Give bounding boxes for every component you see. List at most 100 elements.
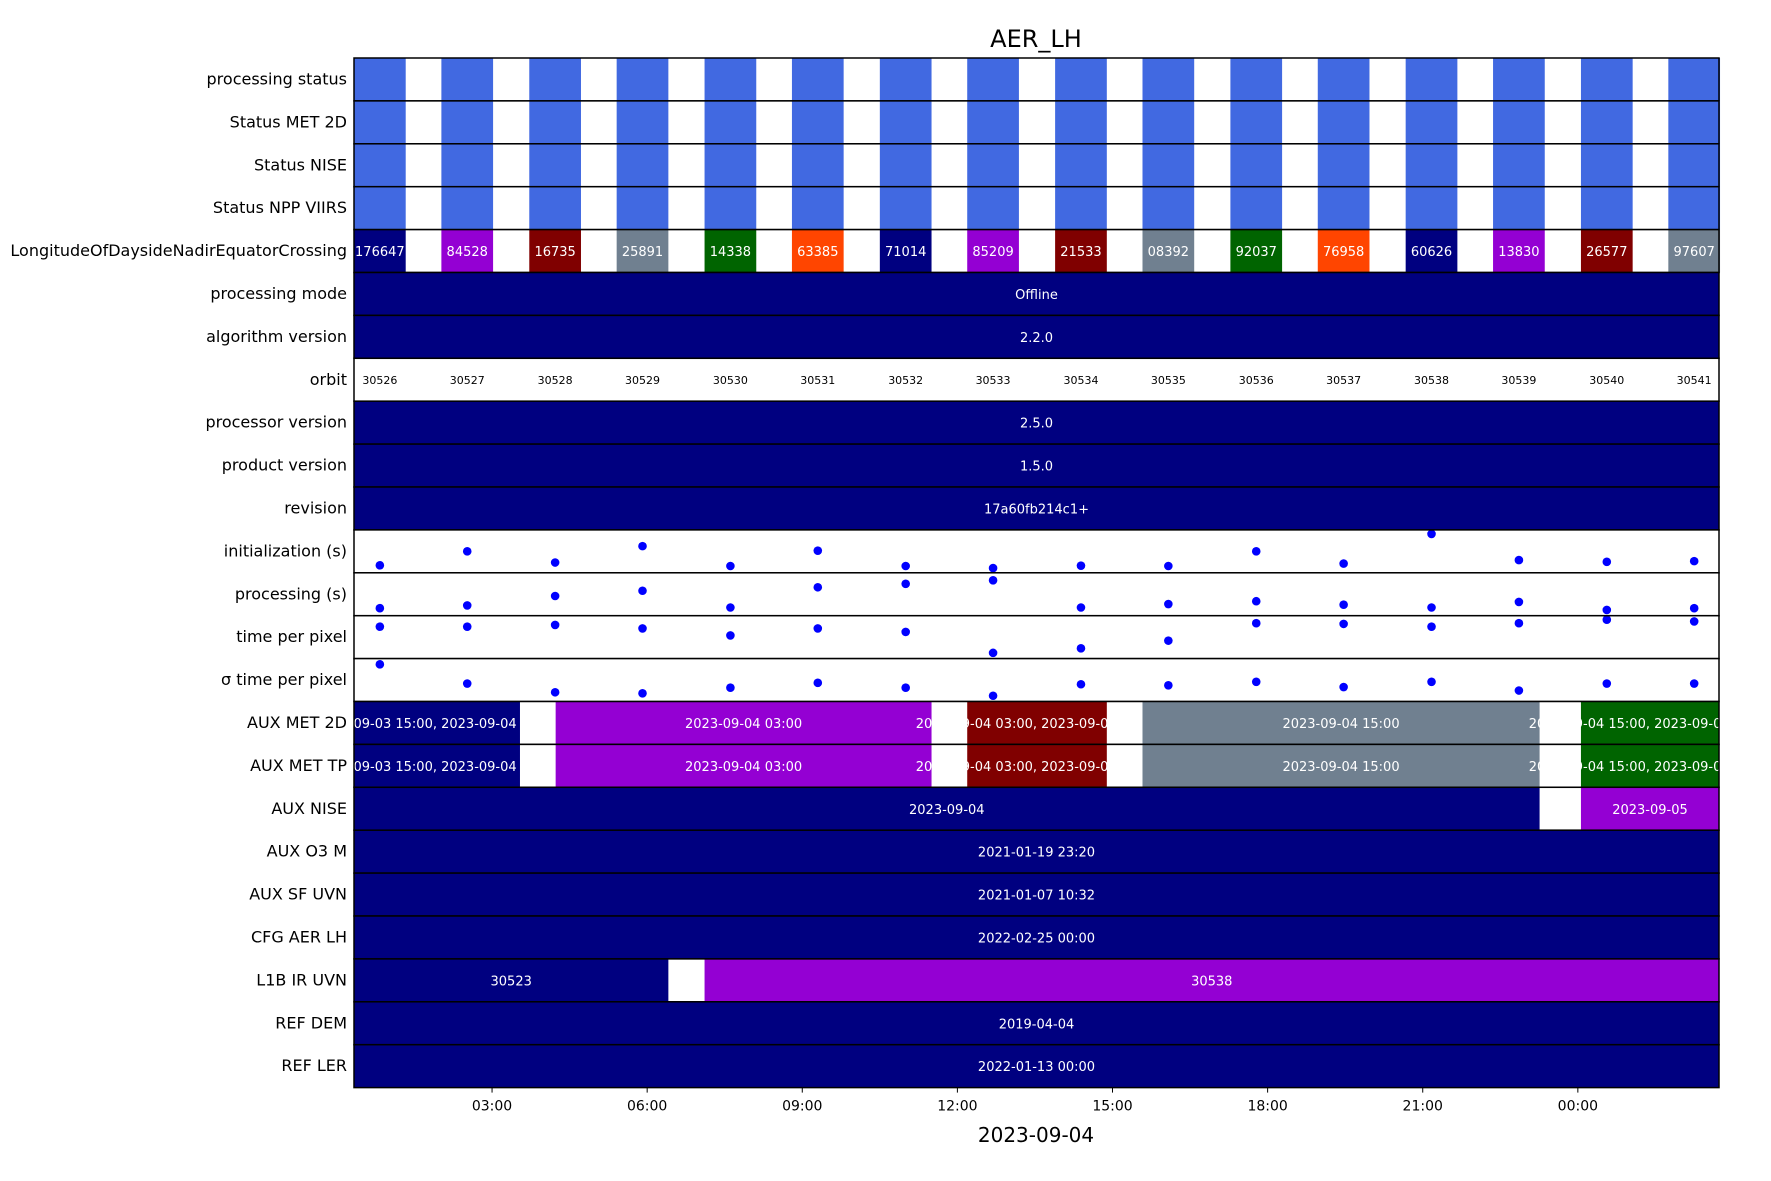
- longitude-bar: [1405, 229, 1458, 273]
- data-point: [462, 601, 472, 610]
- segment-label: 2023-09-04 15:00: [1282, 760, 1399, 775]
- row-background: [354, 186, 1719, 230]
- data-point: [813, 546, 823, 555]
- data-point: [375, 660, 385, 669]
- x-tick-label: 12:00: [937, 1099, 977, 1115]
- row-6: algorithm version 2.2.0: [206, 314, 1720, 360]
- status-bar: [1230, 186, 1283, 230]
- row-label: σ time per pixel: [221, 670, 347, 689]
- data-point: [1164, 636, 1173, 645]
- data-point: [1164, 561, 1173, 571]
- data-point: [1339, 559, 1348, 568]
- longitude-label: 13830: [1498, 245, 1539, 260]
- data-point: [1251, 596, 1261, 606]
- x-tick-label: 18:00: [1247, 1099, 1287, 1115]
- row-label: processing mode: [210, 284, 347, 303]
- segment-bar: [354, 315, 1719, 359]
- data-point: [1427, 529, 1436, 539]
- data-point: [1514, 597, 1524, 607]
- row-background: [354, 658, 1719, 702]
- segment-bar: [354, 1044, 1719, 1088]
- x-tick-label: 15:00: [1092, 1099, 1132, 1115]
- status-bar: [1230, 58, 1283, 101]
- row-label: orbit: [310, 370, 347, 389]
- longitude-bar: [441, 229, 494, 273]
- segment-label: 2.2.0: [1020, 331, 1053, 346]
- segment-label: 17a60fb214c1+: [984, 502, 1089, 517]
- status-bar: [1055, 100, 1107, 144]
- status-bar: [1668, 58, 1721, 101]
- row-label: product version: [222, 456, 347, 475]
- status-bar: [1055, 186, 1107, 230]
- longitude-bar: [1668, 229, 1721, 273]
- orbit-label: 30532: [888, 374, 923, 387]
- status-bar: [704, 143, 757, 187]
- status-bar: [1580, 186, 1633, 230]
- row-label: L1B IR UVN: [256, 970, 347, 989]
- status-bar: [967, 100, 1019, 144]
- longitude-bar: [1580, 229, 1633, 273]
- orbit-label: 30539: [1501, 374, 1536, 387]
- status-bar: [791, 58, 844, 101]
- row-21: L1B IR UVN 30523 30538: [256, 958, 1720, 1003]
- row-background: [354, 143, 1719, 187]
- status-bar: [1317, 58, 1370, 101]
- orbit-label: 30526: [362, 374, 397, 387]
- segment-label: 2021-01-07 10:32: [978, 889, 1095, 904]
- status-bar: [879, 186, 932, 230]
- row-12: processing (s): [235, 572, 1720, 617]
- row-13: time per pixel: [236, 614, 1720, 660]
- orbit-label: 30528: [538, 374, 573, 387]
- status-bar: [879, 100, 932, 144]
- row-label: revision: [284, 498, 347, 517]
- data-point: [1076, 561, 1086, 570]
- row-label: AUX O3 M: [267, 842, 347, 861]
- status-bar: [1668, 143, 1721, 187]
- row-label: CFG AER LH: [251, 927, 347, 946]
- row-label: AUX MET 2D: [247, 713, 347, 732]
- data-point: [726, 631, 735, 640]
- data-point: [462, 679, 472, 688]
- segment-bar: [555, 701, 932, 745]
- orbit-label: 30533: [976, 374, 1011, 387]
- segment-label: Offline: [1015, 288, 1058, 303]
- row-label: Status MET 2D: [230, 112, 347, 131]
- segment-label: 2023-09-04 03:00: [685, 760, 802, 775]
- data-point: [1251, 547, 1261, 556]
- data-point: [1689, 556, 1699, 566]
- longitude-bar: [1493, 229, 1545, 273]
- data-point: [901, 561, 910, 571]
- data-point: [638, 586, 647, 596]
- status-bar: [967, 143, 1019, 187]
- data-point: [1339, 600, 1348, 610]
- segment-bar: [354, 787, 1540, 831]
- status-bar: [616, 186, 669, 230]
- longitude-label: 76958: [1323, 245, 1364, 260]
- longitude-bar: [354, 229, 406, 273]
- status-bar: [441, 186, 494, 230]
- longitude-label: 85209: [972, 245, 1013, 260]
- segment-label: 2023-09-04 03:00, 2023-09-04 15:00: [916, 760, 1159, 775]
- row-2: Status NISE: [254, 143, 1721, 188]
- longitude-label: 92037: [1236, 245, 1277, 260]
- segment-label: 2023-09-04 15:00, 2023-09-05 03:00: [1529, 717, 1771, 732]
- orbit-label: 30530: [713, 374, 748, 387]
- longitude-label: 60626: [1411, 245, 1452, 260]
- status-bar: [1493, 100, 1545, 144]
- segment-label: 2023-09-04 15:00, 2023-09-05 03:00: [1529, 760, 1771, 775]
- status-bar: [1142, 58, 1195, 101]
- segment-label: 2023-09-04 03:00: [685, 717, 802, 732]
- segment-bar: [354, 744, 520, 788]
- status-bar: [1317, 186, 1370, 230]
- longitude-bar: [879, 229, 932, 273]
- status-bar: [529, 58, 581, 101]
- status-bar: [1405, 186, 1458, 230]
- status-bar: [967, 58, 1019, 101]
- data-point: [1427, 677, 1436, 687]
- status-bar: [1230, 100, 1283, 144]
- row-label: REF LER: [281, 1056, 347, 1075]
- row-label: processing (s): [235, 584, 347, 603]
- x-tick-label: 09:00: [782, 1099, 822, 1115]
